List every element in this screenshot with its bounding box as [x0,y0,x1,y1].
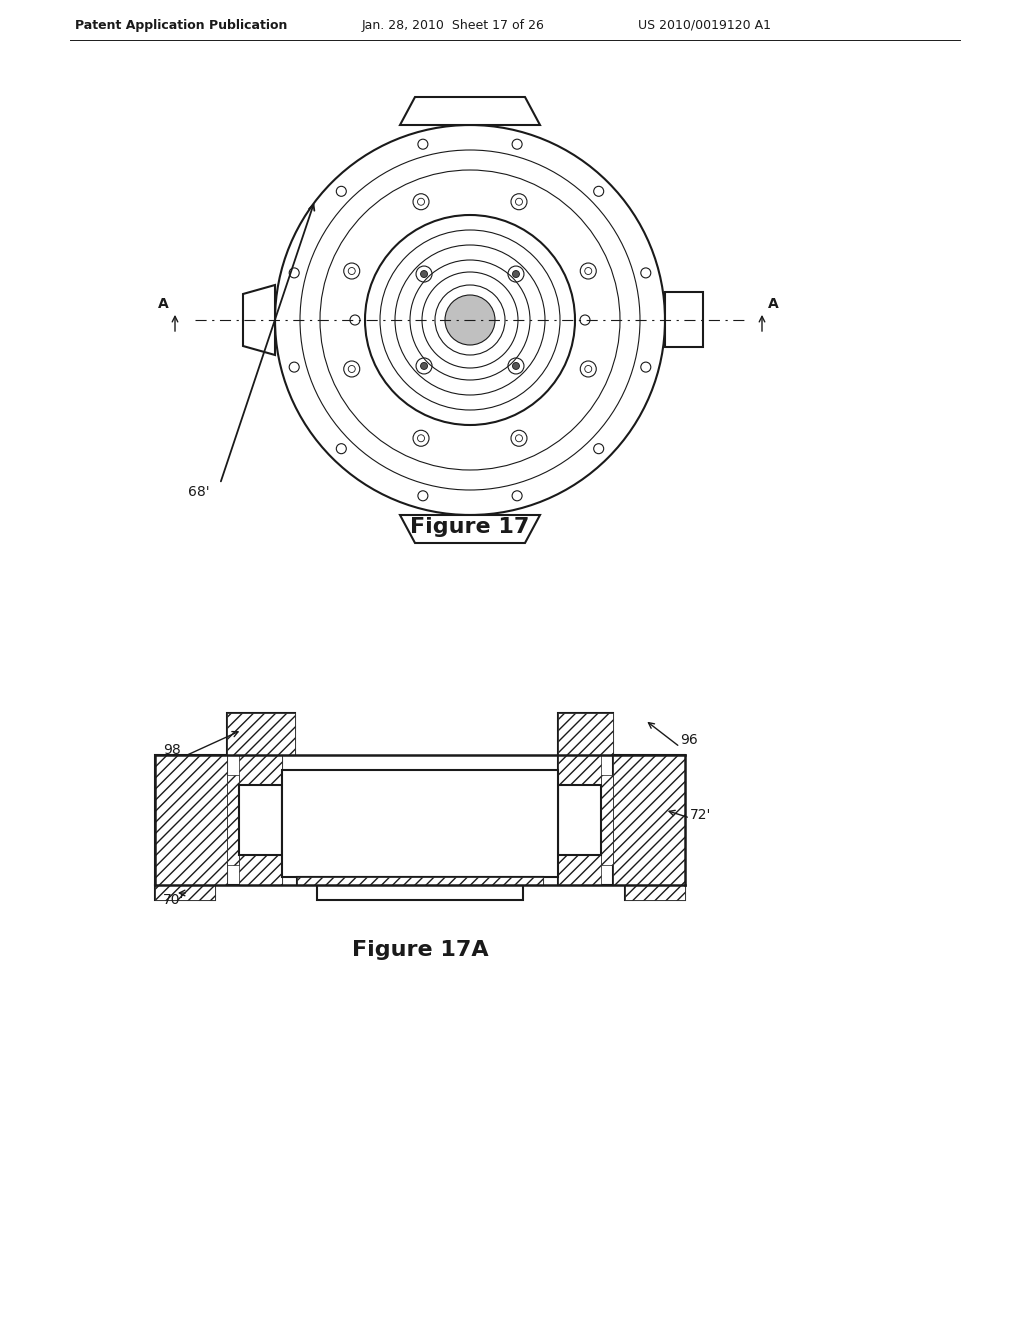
Circle shape [421,363,428,370]
Bar [625,884,685,900]
Bar [227,713,295,755]
Bar [613,755,685,884]
Polygon shape [243,285,275,355]
Text: 98: 98 [163,743,181,756]
Bar [155,755,227,884]
Text: 72': 72' [690,808,712,822]
Circle shape [421,271,428,277]
Text: 68': 68' [188,484,210,499]
Polygon shape [400,96,540,125]
Bar [558,713,613,755]
Bar [297,876,543,884]
Bar [613,755,685,884]
Text: 96: 96 [680,733,697,747]
Bar [239,755,282,785]
Bar [155,884,215,900]
Bar [558,755,601,785]
Bar [227,775,239,865]
Bar [601,775,613,865]
Text: A: A [158,297,168,312]
Bar [317,884,523,900]
Bar [558,855,601,884]
Text: Figure 17: Figure 17 [411,517,529,537]
Bar [558,785,601,855]
Text: Jan. 28, 2010  Sheet 17 of 26: Jan. 28, 2010 Sheet 17 of 26 [362,18,545,32]
Bar [239,785,282,855]
Bar [558,713,613,755]
Bar [297,876,543,884]
Bar [625,884,685,900]
Text: Patent Application Publication: Patent Application Publication [75,18,288,32]
Text: A: A [768,297,778,312]
Bar [239,855,282,884]
Circle shape [512,363,519,370]
Text: Figure 17A: Figure 17A [351,940,488,960]
Circle shape [512,271,519,277]
Bar [155,755,227,884]
Bar [155,884,215,900]
Bar [558,755,613,884]
Circle shape [445,294,495,345]
Text: US 2010/0019120 A1: US 2010/0019120 A1 [638,18,771,32]
Bar [665,292,703,347]
Bar [227,755,282,884]
Bar [227,713,295,755]
Text: 70': 70' [163,894,184,907]
Polygon shape [400,515,540,543]
Bar [282,770,558,876]
